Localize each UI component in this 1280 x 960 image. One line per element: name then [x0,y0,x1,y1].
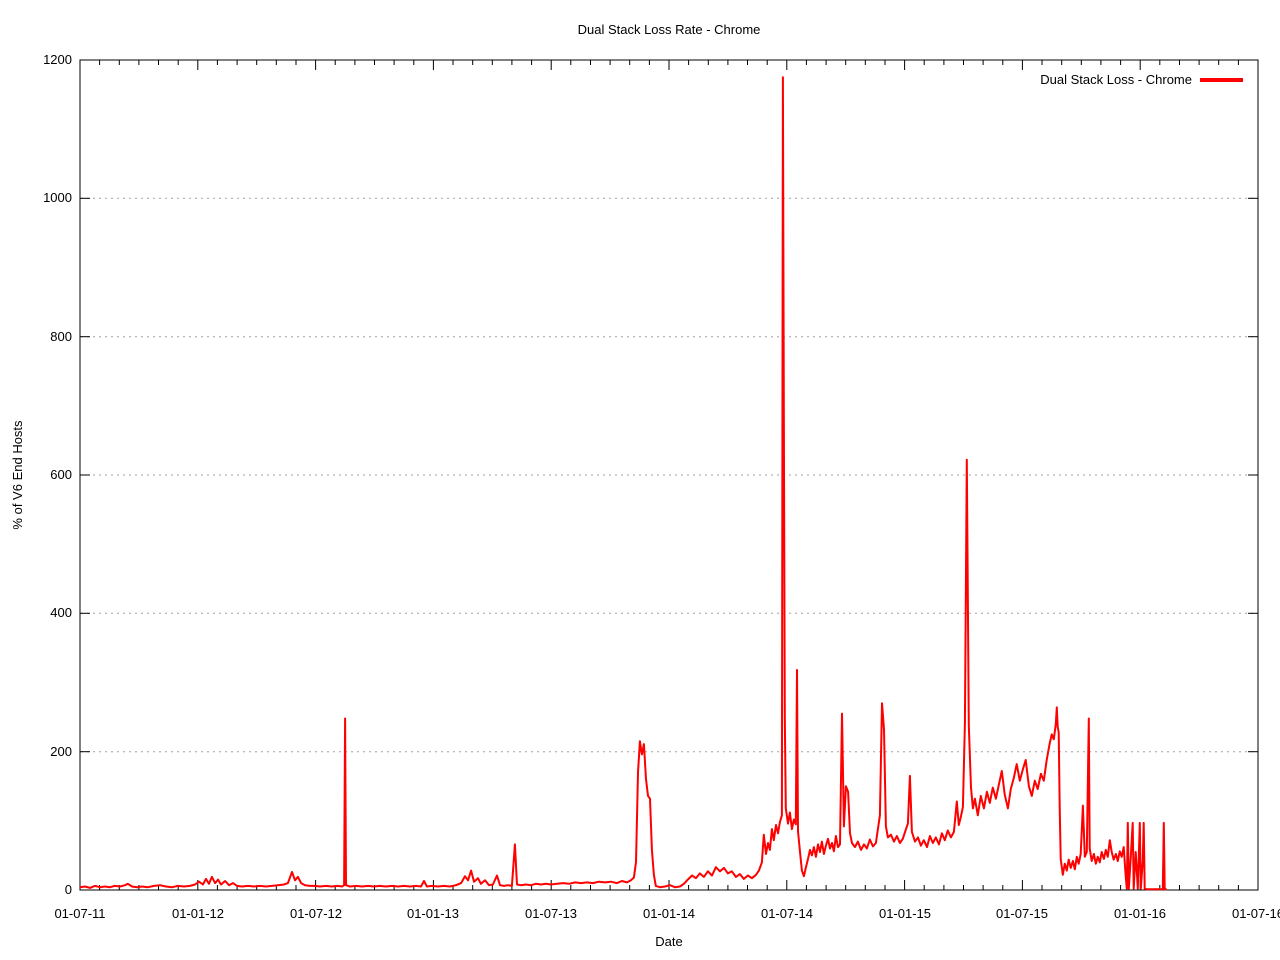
chart-title: Dual Stack Loss Rate - Chrome [577,22,761,37]
x-axis-title: Date [655,934,683,949]
y-tick-label: 0 [64,882,72,897]
x-tick-label: 01-01-14 [642,906,696,921]
x-tick-label: 01-01-15 [878,906,932,921]
series-line [79,76,1167,891]
x-tick-label: 01-07-13 [524,906,578,921]
x-tick-label: 01-07-16 [1231,906,1280,921]
x-tick-label: 01-07-15 [995,906,1049,921]
y-tick-label: 400 [50,605,72,620]
x-tick-label: 01-07-11 [54,906,106,921]
x-tick-label: 01-07-12 [289,906,343,921]
x-tick-label: 01-01-12 [171,906,225,921]
y-tick-label: 800 [50,329,72,344]
y-tick-label: 1000 [43,190,72,205]
y-tick-label: 600 [50,467,72,482]
y-tick-label: 1200 [43,52,72,67]
legend-label: Dual Stack Loss - Chrome [1040,72,1192,87]
x-tick-label: 01-01-13 [406,906,460,921]
x-tick-label: 01-01-16 [1113,906,1167,921]
legend-line-sample [1200,78,1243,82]
x-tick-label: 01-07-14 [760,906,814,921]
y-tick-label: 200 [50,744,72,759]
